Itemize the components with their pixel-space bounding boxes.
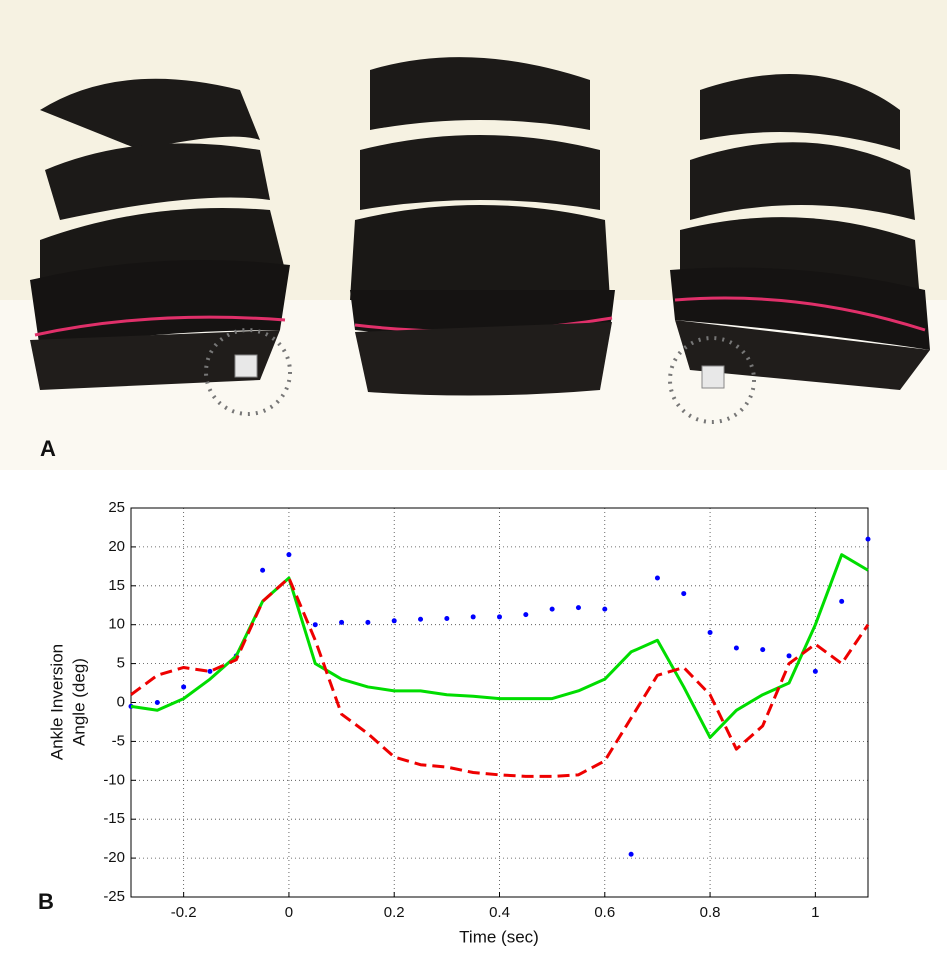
y-tick-label: -5: [112, 732, 125, 749]
data-point: [681, 591, 687, 597]
x-axis-label: Time (sec): [459, 927, 539, 946]
data-point: [339, 619, 345, 625]
data-point: [865, 536, 871, 542]
data-point: [602, 606, 608, 612]
series-line: [130, 576, 870, 778]
y-tick-label: 15: [108, 577, 125, 594]
data-point: [391, 618, 397, 624]
data-point: [575, 605, 581, 611]
data-point: [497, 614, 502, 620]
y-tick-label: -25: [103, 888, 125, 905]
data-point: [733, 645, 739, 651]
data-point: [365, 619, 371, 625]
data-point: [523, 612, 529, 618]
photo: A: [0, 0, 947, 470]
series-line: [130, 553, 869, 740]
x-tick-label: 0.4: [489, 904, 510, 921]
x-tick-label: 0: [285, 904, 293, 921]
data-point: [286, 552, 292, 558]
sandal-right: [668, 74, 930, 424]
y-tick-label: -15: [103, 810, 125, 827]
data-point: [760, 647, 766, 653]
x-tick-label: -0.2: [171, 904, 197, 921]
data-point: [549, 606, 555, 612]
data-point: [207, 668, 213, 674]
y-axis-label: Ankle Inversion: [47, 644, 66, 760]
y-tick-label: 0: [117, 693, 125, 710]
data-point: [786, 653, 792, 659]
data-point: [181, 684, 187, 690]
y-tick-label: 10: [108, 616, 125, 633]
data-point: [444, 615, 450, 621]
data-point: [707, 629, 713, 635]
panel-label: B: [38, 889, 54, 914]
y-tick-label: -10: [103, 771, 125, 788]
data-point: [654, 575, 660, 581]
data-point: [418, 616, 424, 622]
sandal-left: [30, 78, 292, 416]
sandal-middle: [350, 57, 615, 396]
x-tick-label: 0.8: [700, 904, 721, 921]
data-point: [628, 851, 634, 857]
x-tick-label: 1: [811, 904, 819, 921]
x-tick-label: 0.2: [384, 904, 405, 921]
data-point: [839, 598, 845, 604]
axes-frame: [130, 507, 869, 898]
data-point: [260, 567, 266, 573]
x-tick-label: 0.6: [594, 904, 615, 921]
data-point: [470, 614, 476, 620]
data-point: [812, 668, 818, 674]
y-tick-label: 5: [117, 655, 125, 672]
y-tick-label: 20: [108, 538, 125, 555]
y-tick-label: 25: [108, 499, 125, 516]
y-axis-label: Angle (deg): [69, 658, 88, 746]
data-point: [312, 622, 318, 628]
y-tick-label: -20: [103, 849, 125, 866]
panel-label: A: [40, 436, 56, 461]
data-point: [154, 700, 160, 705]
